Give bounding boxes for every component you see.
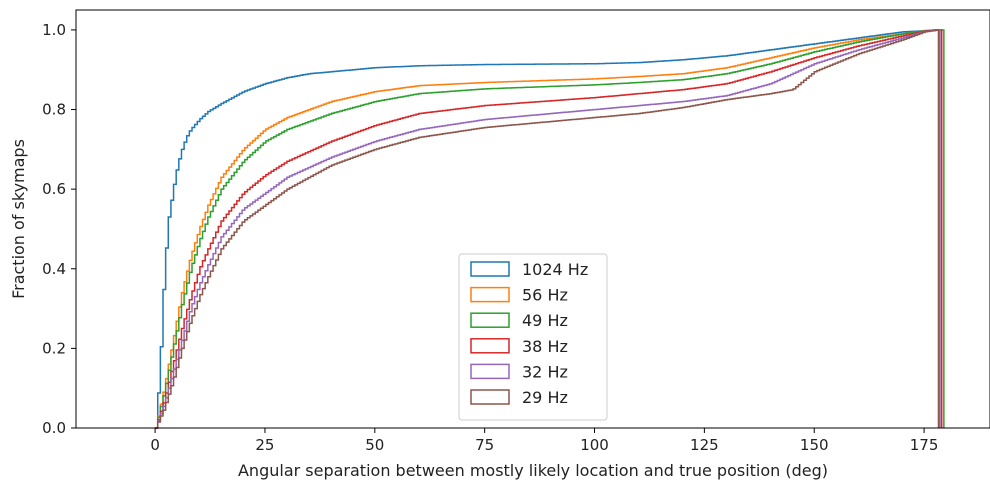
legend-label: 29 Hz [522, 388, 568, 407]
plot-lines [155, 29, 945, 429]
y-axis: 0.0 0.2 0.4 0.6 0.8 1.0 [42, 21, 76, 437]
series-line [155, 29, 940, 429]
y-axis-label: Fraction of skymaps [9, 139, 28, 299]
legend-swatch [470, 286, 510, 303]
legend: 1024 Hz 56 Hz 49 Hz 38 Hz 32 Hz 29 Hz [458, 253, 608, 421]
x-tick-label: 150 [800, 436, 829, 454]
x-axis: 0 25 50 75 100 125 150 175 [150, 428, 938, 454]
plot-frame [75, 9, 990, 429]
legend-label: 49 Hz [522, 311, 568, 330]
legend-label: 1024 Hz [522, 260, 588, 279]
legend-swatch [470, 389, 510, 405]
x-axis-label: Angular separation between mostly likely… [238, 461, 828, 480]
y-tick-label: 0.8 [42, 101, 66, 119]
x-tick-label: 25 [255, 436, 274, 454]
y-tick-label: 0.0 [42, 419, 66, 437]
y-tick-label: 1.0 [42, 21, 66, 39]
series-line [155, 29, 940, 429]
x-tick-label: 125 [690, 436, 719, 454]
legend-label: 32 Hz [522, 362, 568, 381]
x-tick-label: 175 [910, 436, 939, 454]
legend-swatch [470, 363, 510, 380]
legend-swatch [470, 261, 510, 277]
x-tick-label: 75 [475, 436, 494, 454]
legend-label: 38 Hz [522, 337, 568, 356]
legend-swatch [470, 312, 510, 328]
x-tick-label: 0 [150, 436, 160, 454]
series-line [155, 29, 941, 429]
legend-swatch [470, 338, 510, 354]
series-line [155, 29, 945, 429]
y-tick-label: 0.6 [42, 180, 66, 198]
series-line [155, 29, 943, 429]
y-tick-label: 0.4 [42, 260, 66, 278]
series-line [155, 29, 943, 429]
x-tick-label: 50 [365, 436, 384, 454]
legend-label: 56 Hz [522, 286, 568, 305]
y-tick-label: 0.2 [42, 339, 66, 357]
x-tick-label: 100 [580, 436, 609, 454]
